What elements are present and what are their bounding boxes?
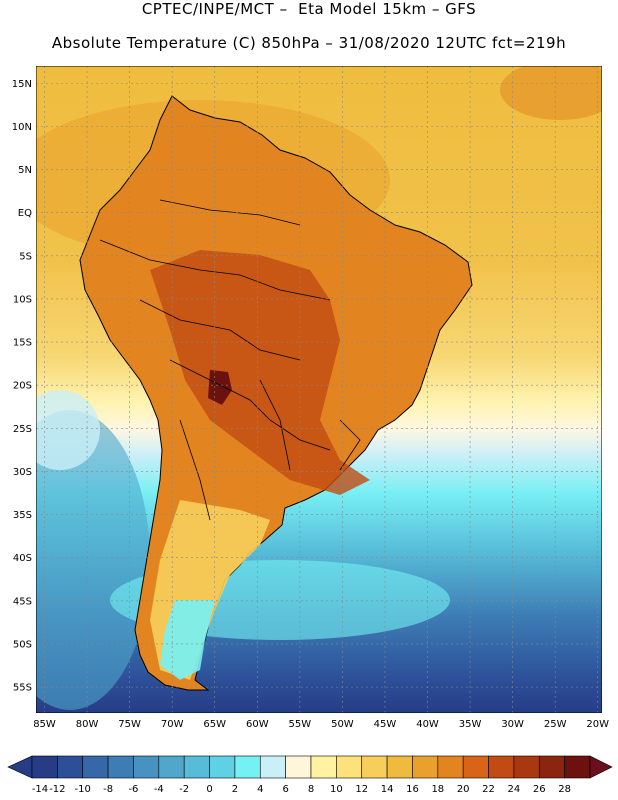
colorbar-swatch bbox=[158, 755, 185, 779]
colorbar-swatch bbox=[107, 755, 134, 779]
colorbar-tick-label: 10 bbox=[330, 784, 343, 795]
colorbar-tick-label: -4 bbox=[154, 784, 164, 795]
latitude-label: 20S bbox=[13, 381, 32, 392]
colorbar-swatch bbox=[462, 755, 489, 779]
hot-core-interior bbox=[150, 250, 370, 495]
colorbar-arrow-low bbox=[7, 755, 33, 779]
hot-core-max bbox=[208, 370, 232, 405]
longitude-label: 75W bbox=[118, 719, 141, 730]
cool-area-pacific bbox=[36, 390, 100, 470]
colorbar-tick-label: -10 bbox=[75, 784, 91, 795]
latitude-label: 15N bbox=[12, 79, 32, 90]
colorbar-arrow-high bbox=[589, 755, 613, 779]
longitude-label: 60W bbox=[246, 719, 269, 730]
longitude-label: 40W bbox=[416, 719, 439, 730]
colorbar-swatch bbox=[538, 755, 565, 779]
colorbar-tick-label: 8 bbox=[308, 784, 314, 795]
colorbar-swatch bbox=[564, 755, 591, 779]
colorbar-tick-label: 14 bbox=[381, 784, 394, 795]
colorbar-tick-label: -12 bbox=[49, 784, 65, 795]
colorbar-swatch bbox=[412, 755, 439, 779]
colorbar-swatch bbox=[386, 755, 413, 779]
colorbar-tick-label: 24 bbox=[508, 784, 521, 795]
colorbar: -14 -12 -10 -8 -6 -4 -2 0 2 4 6 8 10 12 14 16 18 20 22 24 26… bbox=[7, 755, 613, 795]
colorbar-tick-label: 22 bbox=[482, 784, 495, 795]
colorbar-tick-label: -2 bbox=[179, 784, 189, 795]
colorbar-tick-label: -14 bbox=[32, 784, 48, 795]
longitude-label: 25W bbox=[544, 719, 567, 730]
colorbar-swatch bbox=[488, 755, 515, 779]
colorbar-tick-label: 6 bbox=[282, 784, 288, 795]
colorbar-tick-label: 26 bbox=[533, 784, 546, 795]
longitude-label: 50W bbox=[331, 719, 354, 730]
longitude-label: 85W bbox=[33, 719, 56, 730]
latitude-label: 10N bbox=[12, 122, 32, 133]
graticule bbox=[36, 66, 602, 713]
cold-patagonia bbox=[160, 600, 215, 680]
latitude-labels: 15N 10N 5N EQ 5S 10S 15S 20S 25S 30S 35S 40S 45S 50S 5… bbox=[12, 79, 32, 694]
latitude-label: 5N bbox=[18, 165, 32, 176]
colorbar-tick-label: -8 bbox=[103, 784, 113, 795]
colorbar-swatch bbox=[133, 755, 160, 779]
colorbar-tick-label: 2 bbox=[232, 784, 238, 795]
latitude-label: 50S bbox=[13, 639, 32, 650]
longitude-label: 65W bbox=[203, 719, 226, 730]
colorbar-tick-label: 12 bbox=[355, 784, 368, 795]
colorbar-swatch bbox=[361, 755, 388, 779]
colorbar-swatch bbox=[31, 755, 58, 779]
longitude-label: 45W bbox=[374, 719, 397, 730]
longitude-labels: 85W 80W 75W 70W 65W 60W 55W 50W 45W 40W 35W 30W 25W 2… bbox=[33, 719, 609, 730]
colorbar-tick-label: 0 bbox=[206, 784, 212, 795]
colorbar-tick-label: 28 bbox=[558, 784, 571, 795]
latitude-label: 40S bbox=[13, 553, 32, 564]
latitude-label: 30S bbox=[13, 467, 32, 478]
colorbar-swatch bbox=[310, 755, 337, 779]
latitude-label: 5S bbox=[19, 251, 32, 262]
colorbar-tick-label: 18 bbox=[431, 784, 444, 795]
latitude-label: 10S bbox=[13, 294, 32, 305]
colorbar-swatch bbox=[336, 755, 363, 779]
colorbar-swatch bbox=[513, 755, 540, 779]
longitude-label: 55W bbox=[289, 719, 312, 730]
warm-area-east bbox=[500, 66, 602, 120]
longitude-label: 70W bbox=[161, 719, 184, 730]
country-borders bbox=[99, 199, 361, 521]
latitude-label: 15S bbox=[13, 338, 32, 349]
colorbar-swatch bbox=[234, 755, 261, 779]
longitude-label: 30W bbox=[501, 719, 524, 730]
longitude-label: 20W bbox=[586, 719, 609, 730]
cool-area-southwest bbox=[36, 410, 150, 710]
longitude-label: 35W bbox=[459, 719, 482, 730]
latitude-label: 55S bbox=[13, 683, 32, 694]
longitude-label: 80W bbox=[76, 719, 99, 730]
colorbar-swatch bbox=[209, 755, 236, 779]
colorbar-tick-label: -6 bbox=[128, 784, 138, 795]
colorbar-swatch bbox=[259, 755, 286, 779]
latitude-label: 25S bbox=[13, 424, 32, 435]
latitude-label: 35S bbox=[13, 510, 32, 521]
map-title-line-1: CPTEC/INPE/MCT – Eta Model 15km – GFS bbox=[141, 0, 477, 18]
latitude-label: 45S bbox=[13, 596, 32, 607]
latitude-label: EQ bbox=[18, 208, 32, 219]
colorbar-swatch bbox=[57, 755, 84, 779]
colorbar-swatch bbox=[82, 755, 109, 779]
colorbar-tick-label: 16 bbox=[406, 784, 419, 795]
colorbar-swatch bbox=[183, 755, 210, 779]
colorbar-swatch bbox=[285, 755, 312, 779]
colorbar-tick-label: 4 bbox=[257, 784, 263, 795]
colorbar-tick-label: 20 bbox=[457, 784, 470, 795]
colorbar-swatch bbox=[437, 755, 464, 779]
map-title-line-2: Absolute Temperature (C) 850hPa – 31/08/… bbox=[51, 34, 567, 52]
